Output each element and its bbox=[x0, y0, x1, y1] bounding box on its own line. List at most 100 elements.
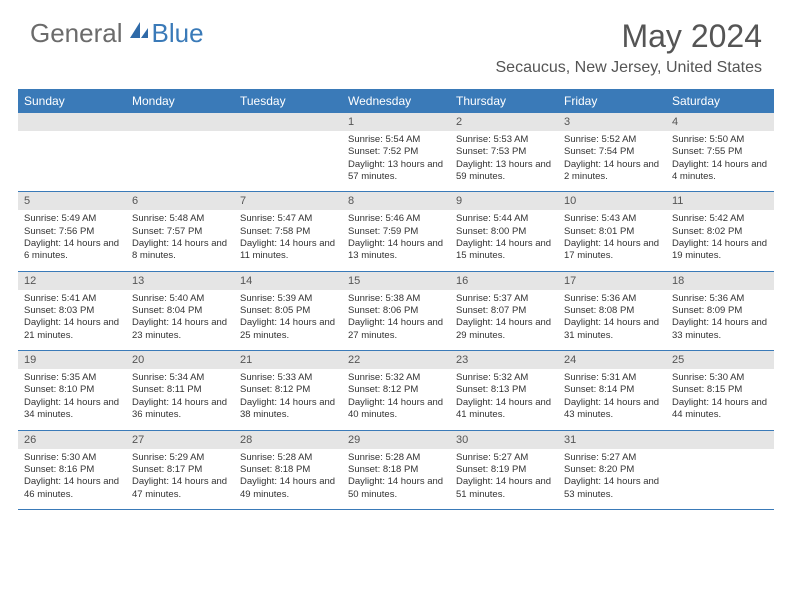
sunrise-text: Sunrise: 5:28 AM bbox=[348, 452, 444, 464]
day-number: 16 bbox=[450, 272, 558, 290]
day-number bbox=[126, 113, 234, 131]
day-number: 10 bbox=[558, 192, 666, 210]
daylight-text: Daylight: 14 hours and 13 minutes. bbox=[348, 238, 444, 263]
sunset-text: Sunset: 7:53 PM bbox=[456, 146, 552, 158]
day-number: 20 bbox=[126, 351, 234, 369]
daylight-text: Daylight: 14 hours and 51 minutes. bbox=[456, 476, 552, 501]
sunset-text: Sunset: 8:13 PM bbox=[456, 384, 552, 396]
logo-text-general: General bbox=[30, 18, 123, 49]
week-row: 567891011Sunrise: 5:49 AMSunset: 7:56 PM… bbox=[18, 192, 774, 271]
weekday-friday: Friday bbox=[558, 89, 666, 113]
day-cell: Sunrise: 5:50 AMSunset: 7:55 PMDaylight:… bbox=[666, 131, 774, 191]
day-number: 19 bbox=[18, 351, 126, 369]
daylight-text: Daylight: 14 hours and 21 minutes. bbox=[24, 317, 120, 342]
sunrise-text: Sunrise: 5:32 AM bbox=[456, 372, 552, 384]
sunset-text: Sunset: 7:55 PM bbox=[672, 146, 768, 158]
day-number: 3 bbox=[558, 113, 666, 131]
sunrise-text: Sunrise: 5:27 AM bbox=[564, 452, 660, 464]
day-number: 21 bbox=[234, 351, 342, 369]
daylight-text: Daylight: 14 hours and 41 minutes. bbox=[456, 397, 552, 422]
day-cell: Sunrise: 5:30 AMSunset: 8:16 PMDaylight:… bbox=[18, 449, 126, 509]
daylight-text: Daylight: 14 hours and 38 minutes. bbox=[240, 397, 336, 422]
sunrise-text: Sunrise: 5:54 AM bbox=[348, 134, 444, 146]
day-number: 12 bbox=[18, 272, 126, 290]
sunrise-text: Sunrise: 5:42 AM bbox=[672, 213, 768, 225]
sunrise-text: Sunrise: 5:44 AM bbox=[456, 213, 552, 225]
daylight-text: Daylight: 14 hours and 11 minutes. bbox=[240, 238, 336, 263]
daylight-text: Daylight: 14 hours and 50 minutes. bbox=[348, 476, 444, 501]
day-cell: Sunrise: 5:38 AMSunset: 8:06 PMDaylight:… bbox=[342, 290, 450, 350]
day-cell: Sunrise: 5:34 AMSunset: 8:11 PMDaylight:… bbox=[126, 369, 234, 429]
day-number: 13 bbox=[126, 272, 234, 290]
day-cell: Sunrise: 5:39 AMSunset: 8:05 PMDaylight:… bbox=[234, 290, 342, 350]
day-number: 9 bbox=[450, 192, 558, 210]
daynum-row: 1234 bbox=[18, 113, 774, 131]
day-number: 22 bbox=[342, 351, 450, 369]
daylight-text: Daylight: 13 hours and 57 minutes. bbox=[348, 159, 444, 184]
sunset-text: Sunset: 7:58 PM bbox=[240, 226, 336, 238]
week-row: 1234Sunrise: 5:54 AMSunset: 7:52 PMDayli… bbox=[18, 113, 774, 192]
title-block: May 2024 Secaucus, New Jersey, United St… bbox=[496, 18, 763, 77]
daylight-text: Daylight: 14 hours and 8 minutes. bbox=[132, 238, 228, 263]
weekday-sunday: Sunday bbox=[18, 89, 126, 113]
weekday-header-row: SundayMondayTuesdayWednesdayThursdayFrid… bbox=[18, 89, 774, 113]
weekday-tuesday: Tuesday bbox=[234, 89, 342, 113]
header: General Blue May 2024 Secaucus, New Jers… bbox=[0, 0, 792, 83]
sunset-text: Sunset: 8:02 PM bbox=[672, 226, 768, 238]
daybody-row: Sunrise: 5:49 AMSunset: 7:56 PMDaylight:… bbox=[18, 210, 774, 270]
day-number bbox=[18, 113, 126, 131]
day-cell: Sunrise: 5:32 AMSunset: 8:12 PMDaylight:… bbox=[342, 369, 450, 429]
sunrise-text: Sunrise: 5:27 AM bbox=[456, 452, 552, 464]
sunrise-text: Sunrise: 5:46 AM bbox=[348, 213, 444, 225]
day-number: 1 bbox=[342, 113, 450, 131]
sunrise-text: Sunrise: 5:31 AM bbox=[564, 372, 660, 384]
daylight-text: Daylight: 14 hours and 19 minutes. bbox=[672, 238, 768, 263]
daynum-row: 567891011 bbox=[18, 192, 774, 210]
sunrise-text: Sunrise: 5:36 AM bbox=[672, 293, 768, 305]
day-number: 8 bbox=[342, 192, 450, 210]
sunrise-text: Sunrise: 5:34 AM bbox=[132, 372, 228, 384]
sunset-text: Sunset: 8:12 PM bbox=[348, 384, 444, 396]
weekday-monday: Monday bbox=[126, 89, 234, 113]
sunrise-text: Sunrise: 5:28 AM bbox=[240, 452, 336, 464]
day-number bbox=[234, 113, 342, 131]
daybody-row: Sunrise: 5:54 AMSunset: 7:52 PMDaylight:… bbox=[18, 131, 774, 191]
sunset-text: Sunset: 8:07 PM bbox=[456, 305, 552, 317]
sunrise-text: Sunrise: 5:48 AM bbox=[132, 213, 228, 225]
day-number: 29 bbox=[342, 431, 450, 449]
month-title: May 2024 bbox=[496, 18, 763, 55]
day-cell: Sunrise: 5:47 AMSunset: 7:58 PMDaylight:… bbox=[234, 210, 342, 270]
logo: General Blue bbox=[30, 18, 204, 49]
day-number: 23 bbox=[450, 351, 558, 369]
day-cell: Sunrise: 5:41 AMSunset: 8:03 PMDaylight:… bbox=[18, 290, 126, 350]
day-cell: Sunrise: 5:49 AMSunset: 7:56 PMDaylight:… bbox=[18, 210, 126, 270]
daylight-text: Daylight: 14 hours and 43 minutes. bbox=[564, 397, 660, 422]
sunrise-text: Sunrise: 5:32 AM bbox=[348, 372, 444, 384]
daylight-text: Daylight: 14 hours and 44 minutes. bbox=[672, 397, 768, 422]
day-cell: Sunrise: 5:31 AMSunset: 8:14 PMDaylight:… bbox=[558, 369, 666, 429]
calendar: SundayMondayTuesdayWednesdayThursdayFrid… bbox=[0, 83, 792, 510]
day-cell: Sunrise: 5:37 AMSunset: 8:07 PMDaylight:… bbox=[450, 290, 558, 350]
day-cell: Sunrise: 5:43 AMSunset: 8:01 PMDaylight:… bbox=[558, 210, 666, 270]
daylight-text: Daylight: 14 hours and 36 minutes. bbox=[132, 397, 228, 422]
daylight-text: Daylight: 14 hours and 40 minutes. bbox=[348, 397, 444, 422]
sunset-text: Sunset: 8:20 PM bbox=[564, 464, 660, 476]
location-text: Secaucus, New Jersey, United States bbox=[496, 59, 763, 77]
daylight-text: Daylight: 14 hours and 23 minutes. bbox=[132, 317, 228, 342]
sunset-text: Sunset: 8:03 PM bbox=[24, 305, 120, 317]
sunrise-text: Sunrise: 5:40 AM bbox=[132, 293, 228, 305]
sunset-text: Sunset: 8:17 PM bbox=[132, 464, 228, 476]
day-number: 26 bbox=[18, 431, 126, 449]
sunset-text: Sunset: 7:56 PM bbox=[24, 226, 120, 238]
daylight-text: Daylight: 14 hours and 49 minutes. bbox=[240, 476, 336, 501]
sunset-text: Sunset: 8:18 PM bbox=[240, 464, 336, 476]
day-cell bbox=[234, 131, 342, 191]
daylight-text: Daylight: 14 hours and 46 minutes. bbox=[24, 476, 120, 501]
sunset-text: Sunset: 8:19 PM bbox=[456, 464, 552, 476]
day-cell bbox=[18, 131, 126, 191]
day-cell: Sunrise: 5:46 AMSunset: 7:59 PMDaylight:… bbox=[342, 210, 450, 270]
day-number: 24 bbox=[558, 351, 666, 369]
week-row: 12131415161718Sunrise: 5:41 AMSunset: 8:… bbox=[18, 272, 774, 351]
daynum-row: 19202122232425 bbox=[18, 351, 774, 369]
daynum-row: 262728293031 bbox=[18, 431, 774, 449]
